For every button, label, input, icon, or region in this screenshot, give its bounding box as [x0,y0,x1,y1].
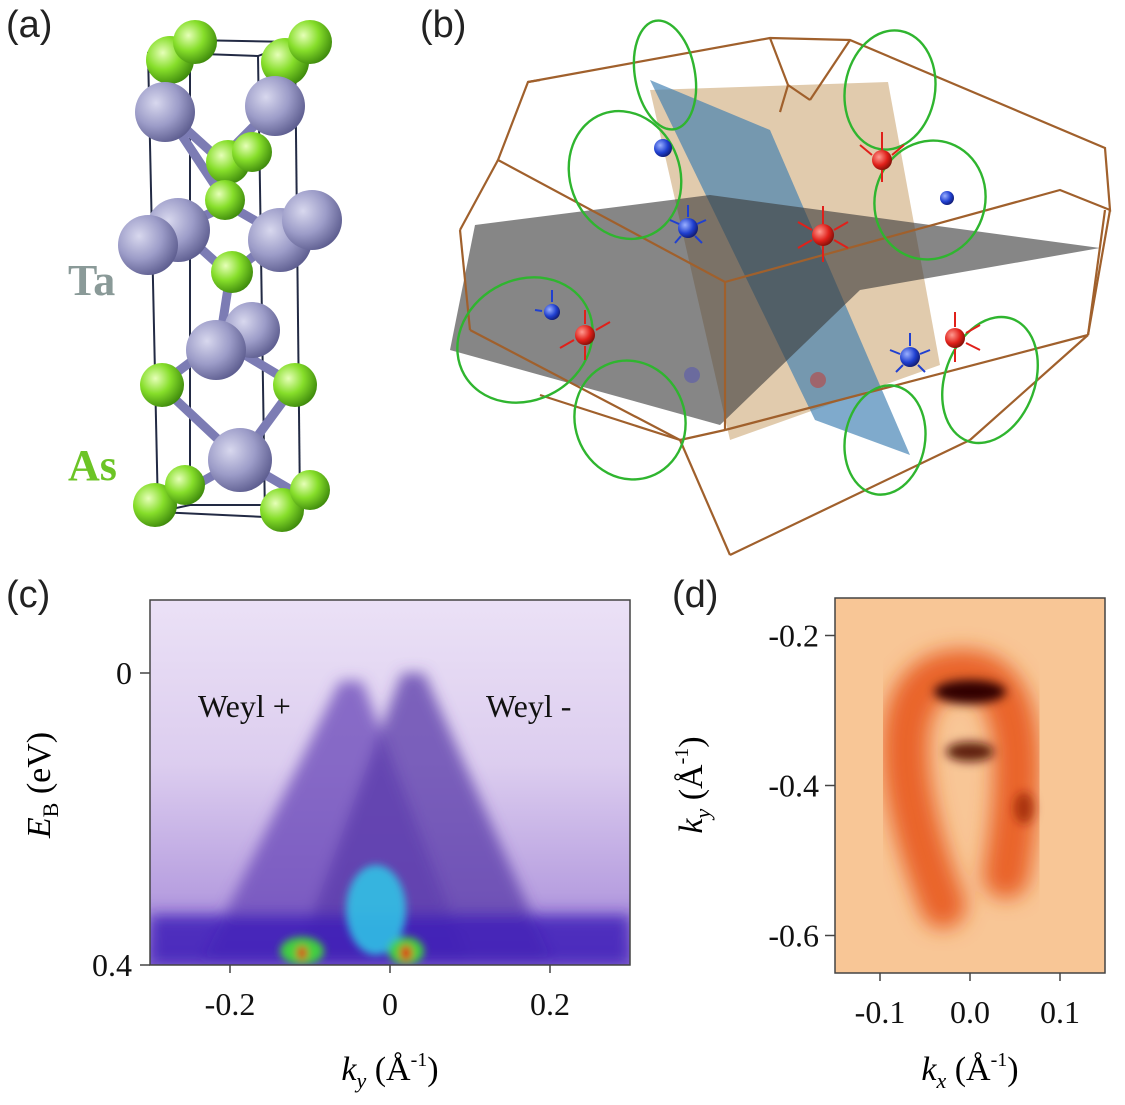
panel-b-label: (b) [420,4,467,46]
weyl-point-minus [669,205,707,244]
as-atom [140,363,184,407]
as-atom [288,20,332,64]
chart-c-y-tick-label: 0.4 [92,947,132,983]
hotspot-dark [934,679,1006,704]
brillouin-zone-edges [458,36,1112,556]
fermi-arc [882,649,1040,929]
hotspot-dark [946,741,994,762]
panel-b-brillouin-zone: (b) [420,0,1125,560]
chart-c-x-tick-label: -0.2 [205,986,256,1022]
panel-c-arpes-dispersion: (c) -0.2 0 0.2 [0,560,660,1100]
chart-c-hot-spots [280,865,424,965]
atoms [118,20,342,532]
chart-d-x-tick-label: -0.1 [855,994,906,1030]
as-atom [211,251,253,293]
weyl-point-minus [889,333,931,373]
chart-d-x-tick-label: 0.1 [1040,994,1080,1030]
chart-c: -0.2 0 0.2 00.4 Weyl + Weyl - ky (Å-1) EB … [21,599,631,1093]
panel-c-label: (c) [6,574,51,616]
chart-c-y-axis: 00.4 [92,655,150,983]
weyl-point-plus [859,132,905,182]
chart-d-intensity [882,649,1040,929]
as-atom [273,363,317,407]
weyl-point-plus [559,310,611,360]
ta-species-label: Ta [68,256,115,305]
chart-c-y-tick-label: 0 [116,655,132,691]
ta-atom [135,82,195,142]
panel-d-constant-energy-map: (d) -0.1 0.0 0.1 -0.2 -0.4 -0.6 kx (Å-1) ky … [660,560,1125,1100]
weyl-point-minus [534,290,560,320]
chart-d-x-axis: -0.1 0.0 0.1 [855,973,1080,1030]
chart-d-y-tick-label: -0.4 [768,768,819,804]
chart-c-plot-area [150,600,630,965]
weyl-point-plus [797,206,849,262]
annotation-weyl-plus: Weyl + [198,688,291,724]
as-atom [165,465,205,505]
weyl-point-minus [684,367,700,383]
brillouin-zone-diagram [450,19,1112,556]
ta-atom [186,320,246,380]
chart-c-x-tick-label: 0 [382,986,398,1022]
ta-atom [282,190,342,250]
panel-a-label: (a) [6,4,53,46]
ta-atom [245,76,305,136]
chart-c-y-label: EB (eV) [21,732,63,839]
weyl-point-minus [654,139,672,157]
chart-c-x-label: ky (Å-1) [341,1049,438,1093]
chart-d-hot-spots [934,679,1034,824]
ta-atom [208,428,272,492]
nodal-loops [456,19,1039,496]
as-atom [173,20,217,64]
panel-d-label: (d) [672,574,719,616]
weyl-point-plus [945,312,981,362]
as-species-label: As [68,441,117,490]
weyl-point-plus [810,372,826,388]
weyl-points [534,132,981,388]
crystal-structure-diagram: Ta As [68,20,342,532]
chart-d-y-tick-label: -0.2 [768,618,819,654]
as-atom [205,180,245,220]
chart-d-y-tick-label: -0.6 [768,918,819,954]
as-atom [290,470,330,510]
annotation-weyl-minus: Weyl - [486,688,571,724]
chart-d-y-axis: -0.2 -0.4 -0.6 [768,618,835,954]
hotspot-cyan [346,865,406,955]
panel-a-crystal-structure: (a) [0,0,420,560]
chart-d-x-label: kx (Å-1) [921,1049,1018,1093]
as-atom [232,132,272,172]
hotspot-dark [1014,792,1034,824]
as-atom [133,483,177,527]
chart-d-plot-area [835,598,1105,973]
ta-atom [118,215,178,275]
chart-d-y-label: ky (Å-1) [671,736,715,833]
hotspot-red [400,945,412,961]
chart-d: -0.1 0.0 0.1 -0.2 -0.4 -0.6 kx (Å-1) ky (Å-1… [671,597,1106,1093]
weyl-point-minus [940,191,954,205]
horizontal-plane [450,195,1100,425]
chart-d-x-tick-label: 0.0 [950,994,990,1030]
chart-c-x-tick-label: 0.2 [530,986,570,1022]
hotspot-red [297,946,307,960]
chart-c-x-axis: -0.2 0 0.2 [205,965,570,1022]
